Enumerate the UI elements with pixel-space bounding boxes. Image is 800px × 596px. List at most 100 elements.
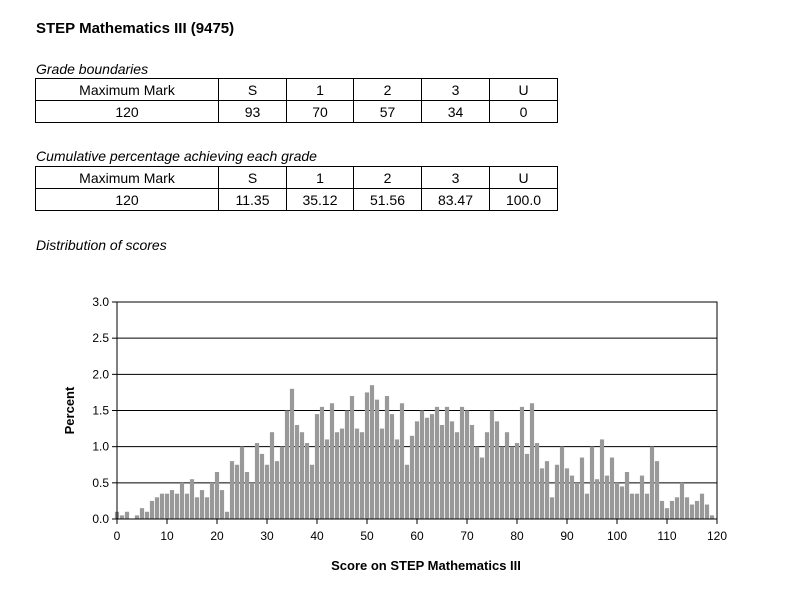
value-cell: 0: [489, 100, 558, 123]
bar: [274, 461, 280, 519]
bar: [639, 475, 645, 519]
bar: [229, 461, 235, 519]
bar: [579, 457, 585, 519]
distribution-caption: Distribution of scores: [36, 237, 167, 253]
bar: [199, 490, 205, 519]
bar: [694, 500, 700, 519]
x-axis-title: Score on STEP Mathematics III: [331, 558, 521, 573]
value-cell: 11.35: [218, 188, 287, 211]
bar: [574, 482, 580, 519]
bars: [114, 385, 715, 519]
x-tick-label: 110: [657, 529, 676, 543]
bar: [279, 446, 285, 519]
bar: [539, 468, 545, 519]
value-cell: 34: [421, 100, 490, 123]
bar: [249, 482, 255, 519]
bar: [709, 515, 715, 519]
bar: [149, 500, 155, 519]
y-tick-label: 2.0: [92, 367, 109, 381]
bar: [634, 493, 640, 519]
bar: [444, 406, 450, 519]
bar: [244, 471, 250, 519]
bar: [674, 497, 680, 519]
bar: [409, 435, 415, 519]
bar: [529, 403, 535, 519]
bar: [269, 432, 275, 519]
bar: [119, 515, 125, 519]
bar: [389, 414, 395, 519]
bar: [584, 493, 590, 519]
x-tick-label: 30: [260, 529, 274, 543]
bar: [334, 432, 340, 519]
bar: [349, 396, 355, 519]
header-cell: 2: [353, 166, 422, 189]
bar: [474, 446, 480, 519]
bar: [309, 464, 315, 519]
page-title: STEP Mathematics III (9475): [36, 20, 235, 37]
bar: [384, 396, 390, 519]
value-cell: 70: [286, 100, 354, 123]
score-distribution-chart: 0.0 0.5 1.0 1.5 2.0 2.5 3.0 0 10 20 30 40 50 60 70 80 90…: [62, 295, 727, 573]
bar: [259, 453, 265, 519]
bar: [399, 403, 405, 519]
bar: [669, 500, 675, 519]
header-cell: S: [218, 78, 287, 101]
bar: [629, 493, 635, 519]
bar: [494, 421, 500, 519]
bar: [459, 406, 465, 519]
bar: [569, 475, 575, 519]
bar: [364, 392, 370, 519]
x-tick-label: 70: [460, 529, 474, 543]
bar: [154, 497, 160, 519]
bar: [359, 432, 365, 519]
bar: [404, 464, 410, 519]
bar: [219, 490, 225, 519]
x-tick-label: 10: [160, 529, 174, 543]
bar: [214, 471, 220, 519]
y-tick-label: 0.0: [92, 512, 109, 526]
x-tick-label: 20: [210, 529, 224, 543]
bar: [704, 504, 710, 519]
bar: [654, 461, 660, 519]
bar: [239, 446, 245, 519]
bar: [504, 432, 510, 519]
bar: [599, 439, 605, 519]
y-axis-title: Percent: [62, 386, 77, 434]
bar: [299, 432, 305, 519]
bar: [189, 479, 195, 519]
bar: [644, 493, 650, 519]
bar: [344, 410, 350, 519]
bar: [184, 493, 190, 519]
header-cell: U: [489, 78, 558, 101]
table-header-row: Maximum Mark S 1 2 3 U: [35, 78, 558, 101]
bar: [324, 439, 330, 519]
bar: [394, 439, 400, 519]
y-tick-label: 0.5: [92, 476, 109, 490]
bar: [169, 490, 175, 519]
bar: [649, 446, 655, 519]
bar: [419, 410, 425, 519]
bar: [454, 432, 460, 519]
bar: [224, 511, 230, 519]
bar: [524, 453, 530, 519]
bar: [664, 508, 670, 519]
x-tick-label: 100: [607, 529, 627, 543]
bar: [194, 497, 200, 519]
value-cell: 83.47: [421, 188, 490, 211]
ticks: 0.0 0.5 1.0 1.5 2.0 2.5 3.0 0 10 20 30 40 50 60 70 80 90…: [92, 295, 727, 543]
header-cell: 1: [286, 78, 354, 101]
bar: [354, 428, 360, 519]
bar: [179, 482, 185, 519]
bar: [449, 421, 455, 519]
bar: [264, 464, 270, 519]
grade-boundaries-table: Maximum Mark S 1 2 3 U 120 93 70 57 34 0: [35, 78, 558, 123]
bar: [329, 403, 335, 519]
bar: [589, 446, 595, 519]
bar: [619, 486, 625, 519]
table-header-row: Maximum Mark S 1 2 3 U: [35, 166, 558, 189]
x-tick-label: 80: [510, 529, 524, 543]
table-row: 120 11.35 35.12 51.56 83.47 100.0: [35, 188, 558, 211]
bar: [254, 443, 260, 519]
bar: [559, 446, 565, 519]
value-cell: 100.0: [489, 188, 558, 211]
